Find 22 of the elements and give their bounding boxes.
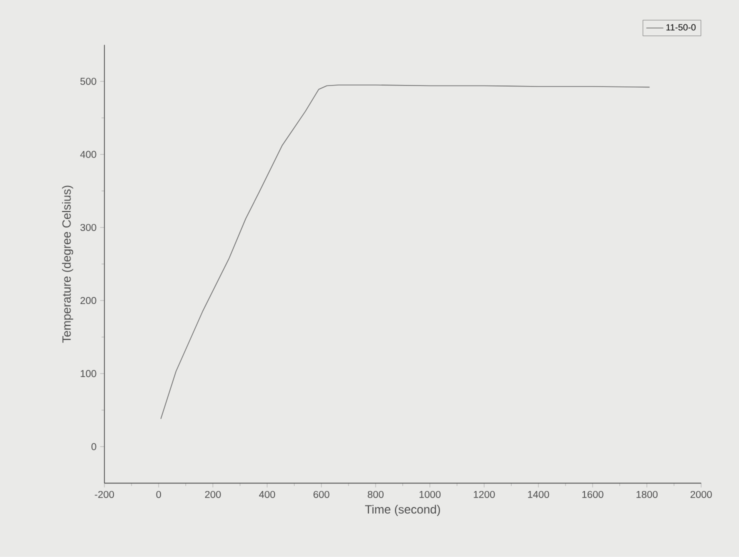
y-tick-label: 100 [80,370,96,378]
y-tick-label: 400 [80,150,96,158]
x-tick-label: 1200 [474,490,495,498]
x-tick-label: 2000 [690,490,712,498]
x-tick-label: 200 [205,490,221,498]
x-tick-label: 1600 [582,490,604,498]
x-tick-label: 0 [156,490,162,498]
y-axis-title: Temperature (degree Celsius) [62,186,74,343]
x-tick-label: 800 [368,490,384,498]
x-axis-title: Time (second) [365,504,440,516]
x-tick-label: 400 [259,490,276,498]
x-tick-label: 1800 [636,490,658,498]
x-tick-label: 1400 [528,490,550,498]
y-tick-label: 200 [80,297,96,304]
x-tick-label: 1000 [420,490,441,498]
y-tick-label: 300 [80,224,96,232]
y-tick-label: 0 [91,443,96,450]
legend-label: 11-50-0 [666,24,696,31]
x-tick-label: -200 [94,490,114,498]
x-tick-label: 600 [314,490,330,498]
y-tick-label: 500 [80,78,96,85]
line-series [160,84,650,420]
